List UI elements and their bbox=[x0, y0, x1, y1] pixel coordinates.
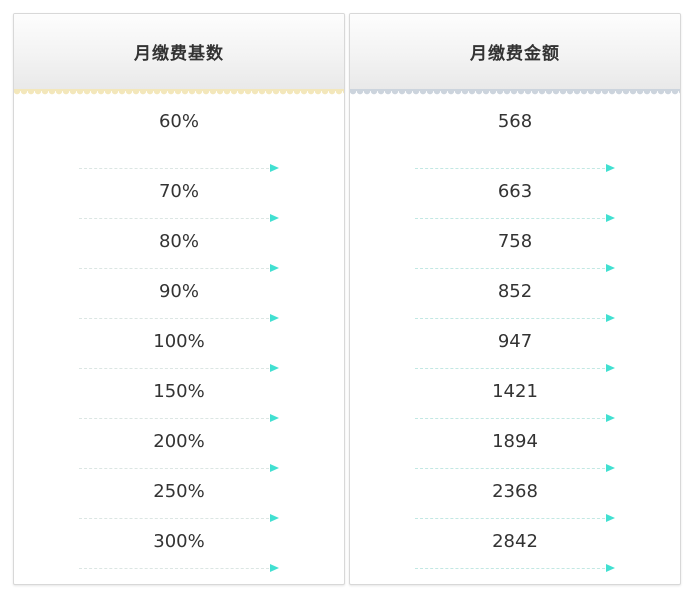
list-item: 100% bbox=[14, 323, 344, 373]
row-value: 60% bbox=[158, 111, 199, 132]
row-value: 70% bbox=[158, 181, 199, 202]
arrow-right-icon bbox=[79, 264, 279, 273]
scallop-edge bbox=[350, 89, 680, 96]
payment-amount-list: 568 663 758 852 947 1421 bbox=[350, 96, 680, 573]
arrow-right-icon bbox=[79, 414, 279, 423]
row-value: 250% bbox=[153, 481, 205, 502]
row-value: 947 bbox=[497, 331, 533, 352]
list-item: 250% bbox=[14, 473, 344, 523]
row-value: 80% bbox=[158, 231, 199, 252]
list-item: 758 bbox=[350, 223, 680, 273]
arrow-right-icon bbox=[79, 214, 279, 223]
arrow-right-icon bbox=[79, 364, 279, 373]
payment-base-panel: 月缴费基数 60% 70% 80% 90% 100% bbox=[13, 13, 345, 585]
row-value: 150% bbox=[153, 381, 205, 402]
list-item: 70% bbox=[14, 173, 344, 223]
payment-base-list: 60% 70% 80% 90% 100% 150% bbox=[14, 96, 344, 573]
arrow-right-icon bbox=[415, 214, 615, 223]
arrow-right-icon bbox=[415, 564, 615, 573]
row-value: 1894 bbox=[492, 431, 538, 452]
payment-base-header: 月缴费基数 bbox=[14, 14, 344, 89]
row-value: 100% bbox=[153, 331, 205, 352]
list-item: 947 bbox=[350, 323, 680, 373]
arrow-right-icon bbox=[415, 364, 615, 373]
list-item: 150% bbox=[14, 373, 344, 423]
list-item: 2368 bbox=[350, 473, 680, 523]
list-item: 2842 bbox=[350, 523, 680, 573]
row-value: 758 bbox=[497, 231, 533, 252]
row-value: 852 bbox=[497, 281, 533, 302]
list-item: 852 bbox=[350, 273, 680, 323]
row-value: 2368 bbox=[492, 481, 538, 502]
row-value: 300% bbox=[153, 531, 205, 552]
payment-amount-panel: 月缴费金额 568 663 758 852 947 bbox=[349, 13, 681, 585]
arrow-right-icon bbox=[415, 314, 615, 323]
arrow-right-icon bbox=[415, 264, 615, 273]
panel-title: 月缴费基数 bbox=[134, 44, 224, 64]
arrow-right-icon bbox=[79, 564, 279, 573]
row-value: 663 bbox=[497, 181, 533, 202]
list-item: 90% bbox=[14, 273, 344, 323]
list-item: 1894 bbox=[350, 423, 680, 473]
arrow-right-icon bbox=[79, 314, 279, 323]
payment-amount-header: 月缴费金额 bbox=[350, 14, 680, 89]
panel-title: 月缴费金额 bbox=[470, 44, 560, 64]
arrow-right-icon bbox=[415, 464, 615, 473]
arrow-right-icon bbox=[79, 164, 279, 173]
arrow-right-icon bbox=[79, 464, 279, 473]
arrow-right-icon bbox=[79, 514, 279, 523]
list-item: 663 bbox=[350, 173, 680, 223]
row-value: 1421 bbox=[492, 381, 538, 402]
list-item: 1421 bbox=[350, 373, 680, 423]
list-item: 200% bbox=[14, 423, 344, 473]
row-value: 90% bbox=[158, 281, 199, 302]
list-item: 300% bbox=[14, 523, 344, 573]
scallop-edge bbox=[14, 89, 344, 96]
list-item: 568 bbox=[350, 96, 680, 173]
row-value: 568 bbox=[497, 111, 533, 132]
list-item: 60% bbox=[14, 96, 344, 173]
arrow-right-icon bbox=[415, 514, 615, 523]
row-value: 200% bbox=[153, 431, 205, 452]
arrow-right-icon bbox=[415, 414, 615, 423]
arrow-right-icon bbox=[415, 164, 615, 173]
row-value: 2842 bbox=[492, 531, 538, 552]
list-item: 80% bbox=[14, 223, 344, 273]
